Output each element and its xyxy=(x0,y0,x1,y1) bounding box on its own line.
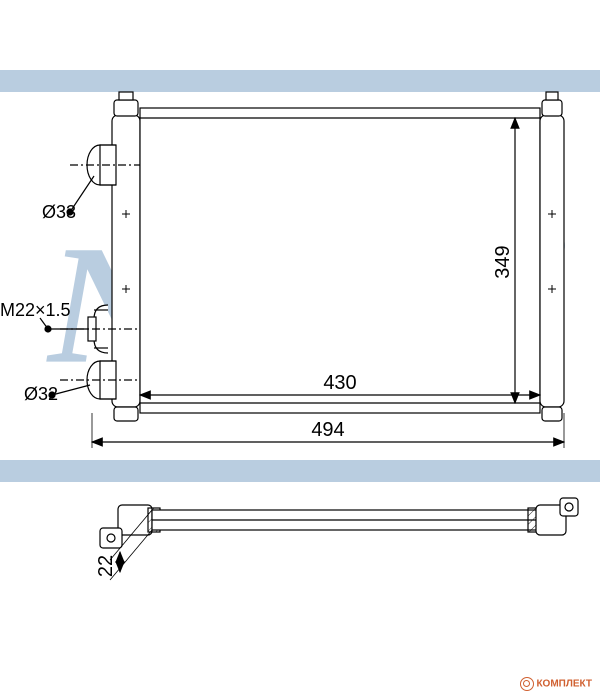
dim-depth: 22 xyxy=(95,555,117,577)
annotation-bottom-port: Ø32 xyxy=(24,384,58,404)
annotation-thread: M22×1.5 xyxy=(0,300,71,320)
page: Nissens® xyxy=(0,0,600,695)
footer-logo: КОМПЛЕКТ xyxy=(520,677,592,691)
annotation-top-port: Ø33 xyxy=(42,202,76,222)
footer-text: КОМПЛЕКТ xyxy=(536,679,592,690)
technical-drawing: 430 494 349 Ø33 M22×1.5 Ø32 xyxy=(0,0,600,695)
dim-core-height: 349 xyxy=(492,245,514,278)
dim-overall-width: 494 xyxy=(311,419,344,441)
dim-core-width: 430 xyxy=(323,372,356,394)
